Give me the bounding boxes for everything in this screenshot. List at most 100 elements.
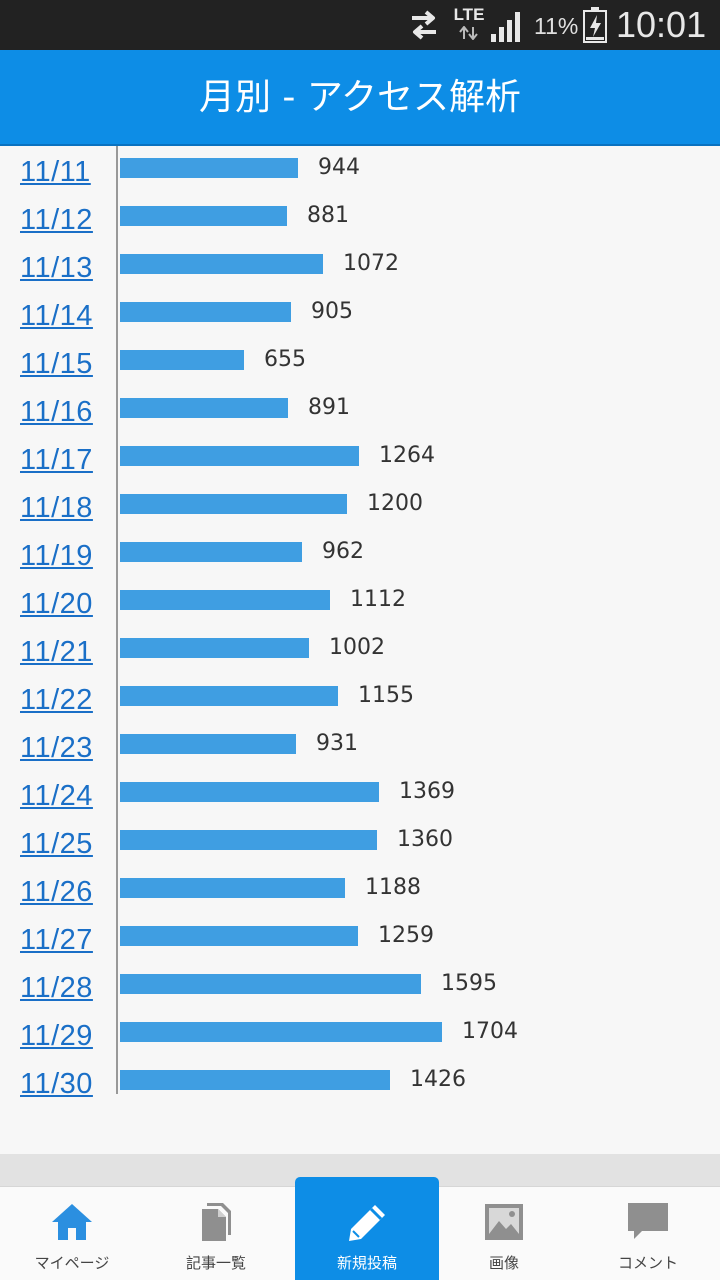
data-sync-icon [412, 10, 436, 40]
signal-strength-icon [491, 12, 520, 42]
nav-item-new-post[interactable]: 新規投稿 [295, 1177, 439, 1280]
bar-value-label: 1704 [462, 1019, 518, 1044]
nav-label: 記事一覧 [185, 1254, 246, 1272]
date-link[interactable]: 11/23 [20, 732, 93, 764]
chart-row: 11/11 944 [0, 150, 720, 198]
chart-row: 11/15 655 [0, 342, 720, 390]
access-bar-chart: 11/11 944 11/12 881 11/13 1072 11/14 905 11/15 65… [0, 146, 720, 1106]
chart-bar [120, 350, 244, 370]
bar-value-label: 944 [318, 155, 360, 180]
bar-value-label: 891 [308, 395, 350, 420]
chart-row: 11/26 1188 [0, 870, 720, 918]
app-header: 月別 - アクセス解析 [0, 50, 720, 146]
chart-axis-line [116, 146, 118, 1094]
chart-bar [120, 926, 358, 946]
battery-charging-icon [583, 7, 607, 43]
chart-bar [120, 1070, 390, 1090]
date-link[interactable]: 11/13 [20, 252, 93, 284]
chart-bar [120, 398, 288, 418]
status-bar: LTE 11% 10:01 [0, 0, 720, 50]
date-link[interactable]: 11/26 [20, 876, 93, 908]
clock-time: 10:01 [616, 4, 707, 45]
bar-value-label: 655 [264, 347, 306, 372]
bar-value-label: 1264 [379, 443, 435, 468]
chart-bar [120, 878, 345, 898]
chart-bar [120, 830, 377, 850]
chart-row: 11/16 891 [0, 390, 720, 438]
nav-label: 新規投稿 [336, 1254, 397, 1272]
bar-value-label: 1595 [441, 971, 497, 996]
date-link[interactable]: 11/27 [20, 924, 93, 956]
date-link[interactable]: 11/11 [20, 156, 91, 188]
date-link[interactable]: 11/21 [20, 636, 93, 668]
network-type-label: LTE [453, 5, 485, 24]
battery-percent: 11% [534, 13, 579, 39]
bar-value-label: 1072 [343, 251, 399, 276]
chart-row: 11/20 1112 [0, 582, 720, 630]
chart-row: 11/28 1595 [0, 966, 720, 1014]
chart-bar [120, 590, 330, 610]
chart-bar [120, 686, 338, 706]
date-link[interactable]: 11/17 [20, 444, 93, 476]
chart-bar [120, 494, 347, 514]
bar-value-label: 1155 [358, 683, 414, 708]
date-link[interactable]: 11/12 [20, 204, 93, 236]
chart-bar [120, 782, 379, 802]
chart-row: 11/17 1264 [0, 438, 720, 486]
nav-label: マイページ [34, 1254, 110, 1272]
date-link[interactable]: 11/28 [20, 972, 93, 1004]
bar-value-label: 1112 [350, 587, 406, 612]
chart-bar [120, 158, 298, 178]
nav-label: コメント [617, 1254, 678, 1272]
chart-row: 11/23 931 [0, 726, 720, 774]
bar-value-label: 1360 [397, 827, 453, 852]
chart-row: 11/12 881 [0, 198, 720, 246]
date-link[interactable]: 11/15 [20, 348, 93, 380]
page-title: 月別 - アクセス解析 [198, 77, 522, 118]
comment-icon [628, 1203, 668, 1239]
chart-row: 11/19 962 [0, 534, 720, 582]
bar-value-label: 905 [311, 299, 353, 324]
chart-bar [120, 206, 287, 226]
nav-item-comments[interactable]: コメント [576, 1187, 720, 1280]
chart-row: 11/24 1369 [0, 774, 720, 822]
chart-row: 11/13 1072 [0, 246, 720, 294]
date-link[interactable]: 11/18 [20, 492, 93, 524]
chart-bar [120, 542, 302, 562]
bar-value-label: 962 [322, 539, 364, 564]
chart-row: 11/14 905 [0, 294, 720, 342]
bar-value-label: 1259 [378, 923, 434, 948]
bar-value-label: 1002 [329, 635, 385, 660]
chart-row: 11/27 1259 [0, 918, 720, 966]
chart-row: 11/18 1200 [0, 486, 720, 534]
date-link[interactable]: 11/20 [20, 588, 93, 620]
date-link[interactable]: 11/16 [20, 396, 93, 428]
nav-item-mypage[interactable]: マイページ [0, 1187, 144, 1280]
chart-row: 11/22 1155 [0, 678, 720, 726]
date-link[interactable]: 11/24 [20, 780, 93, 812]
bottom-navigation: マイページ 記事一覧 新規投稿 画像 コメント [0, 1177, 720, 1280]
image-icon [485, 1204, 523, 1240]
nav-label: 画像 [488, 1254, 519, 1272]
nav-item-images[interactable]: 画像 [432, 1187, 576, 1280]
date-link[interactable]: 11/14 [20, 300, 93, 332]
date-link[interactable]: 11/29 [20, 1020, 93, 1052]
date-link[interactable]: 11/30 [20, 1068, 93, 1100]
chart-bar [120, 1022, 442, 1042]
chart-row: 11/29 1704 [0, 1014, 720, 1062]
date-link[interactable]: 11/25 [20, 828, 93, 860]
bar-value-label: 1426 [410, 1067, 466, 1092]
data-activity-icon [459, 26, 478, 40]
chart-row: 11/25 1360 [0, 822, 720, 870]
documents-icon [202, 1203, 231, 1241]
bar-value-label: 1188 [365, 875, 421, 900]
chart-bar [120, 734, 296, 754]
nav-item-article-list[interactable]: 記事一覧 [144, 1187, 288, 1280]
date-link[interactable]: 11/19 [20, 540, 93, 572]
chart-row: 11/30 1426 [0, 1062, 720, 1110]
date-link[interactable]: 11/22 [20, 684, 93, 716]
chart-bar [120, 974, 421, 994]
bar-value-label: 1369 [399, 779, 455, 804]
bar-value-label: 1200 [367, 491, 423, 516]
pencil-icon [349, 1205, 385, 1241]
